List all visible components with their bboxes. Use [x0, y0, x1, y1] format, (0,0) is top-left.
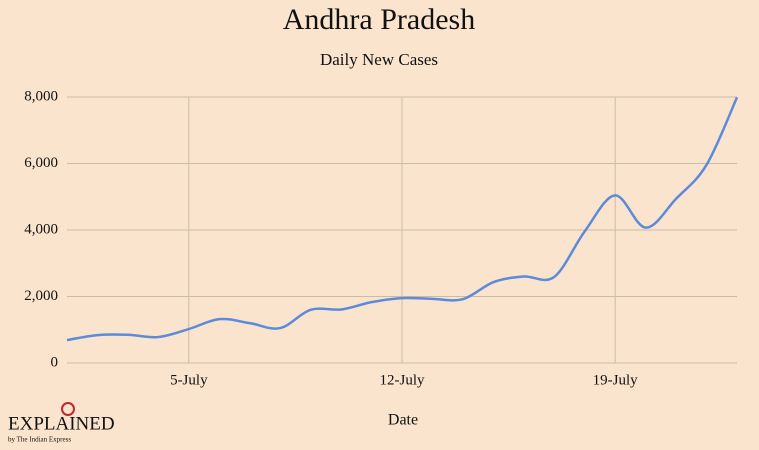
x-tick-label: 19-July — [593, 372, 639, 388]
logo-name: EXPLAINED — [8, 413, 115, 434]
data-line — [66, 96, 739, 342]
y-tick-label: 4,000 — [24, 221, 58, 237]
x-tick-label: 5-July — [170, 372, 208, 388]
chart-title: Andhra Pradesh — [283, 3, 475, 36]
logo: EXPLAINED by The Indian Express — [8, 402, 115, 444]
chart-subtitle: Daily New Cases — [320, 50, 438, 69]
x-axis-label: Date — [388, 412, 418, 429]
x-tick-label: 12-July — [380, 372, 426, 388]
y-tick-label: 8,000 — [24, 88, 58, 104]
y-tick-label: 2,000 — [24, 288, 58, 304]
y-tick-label: 6,000 — [24, 155, 58, 171]
logo-sub: by The Indian Express — [8, 436, 71, 444]
y-tick-label: 0 — [51, 354, 59, 370]
logo-icon — [61, 402, 75, 416]
